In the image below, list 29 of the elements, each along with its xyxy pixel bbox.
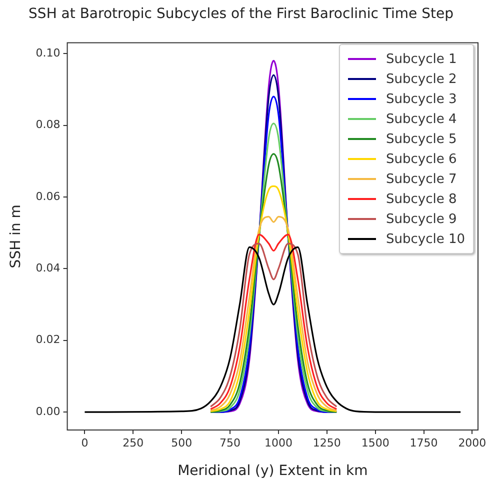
- legend-label: Subcycle 5: [386, 132, 457, 146]
- y-tick-label: 0.08: [36, 118, 60, 132]
- legend-label: Subcycle 4: [386, 112, 457, 126]
- legend-label: Subcycle 7: [386, 172, 457, 186]
- x-tick-label: 0: [81, 436, 88, 450]
- x-tick-label: 250: [122, 436, 144, 450]
- y-tick-label: 0.00: [36, 404, 60, 418]
- x-tick-label: 500: [171, 436, 192, 450]
- legend-label: Subcycle 8: [386, 192, 457, 206]
- legend-label: Subcycle 6: [386, 152, 457, 166]
- y-tick-label: 0.04: [36, 262, 60, 275]
- chart-title: SSH at Barotropic Subcycles of the First Baroclinic Time Step: [28, 6, 454, 22]
- y-tick-label: 0.06: [36, 190, 60, 203]
- line-series: [84, 246, 462, 413]
- x-tick-label: 1750: [410, 436, 438, 450]
- x-tick-label: 1500: [361, 436, 390, 450]
- y-axis-title: SSH in m: [8, 204, 24, 268]
- x-tick-label: 2000: [458, 436, 486, 450]
- x-tick-label: 1000: [264, 436, 292, 450]
- y-tick-label: 0.02: [36, 333, 60, 346]
- x-tick-label: 1250: [312, 436, 341, 450]
- legend-label: Subcycle 3: [386, 92, 457, 106]
- y-tick-label: 0.10: [36, 46, 60, 60]
- x-tick-label: 750: [220, 436, 241, 450]
- legend-label: Subcycle 9: [386, 212, 457, 226]
- legend-label: Subcycle 2: [386, 72, 457, 86]
- legend-label: Subcycle 10: [386, 232, 465, 246]
- legend-label: Subcycle 1: [386, 52, 457, 66]
- x-axis-title: Meridional (y) Extent in km: [178, 463, 368, 480]
